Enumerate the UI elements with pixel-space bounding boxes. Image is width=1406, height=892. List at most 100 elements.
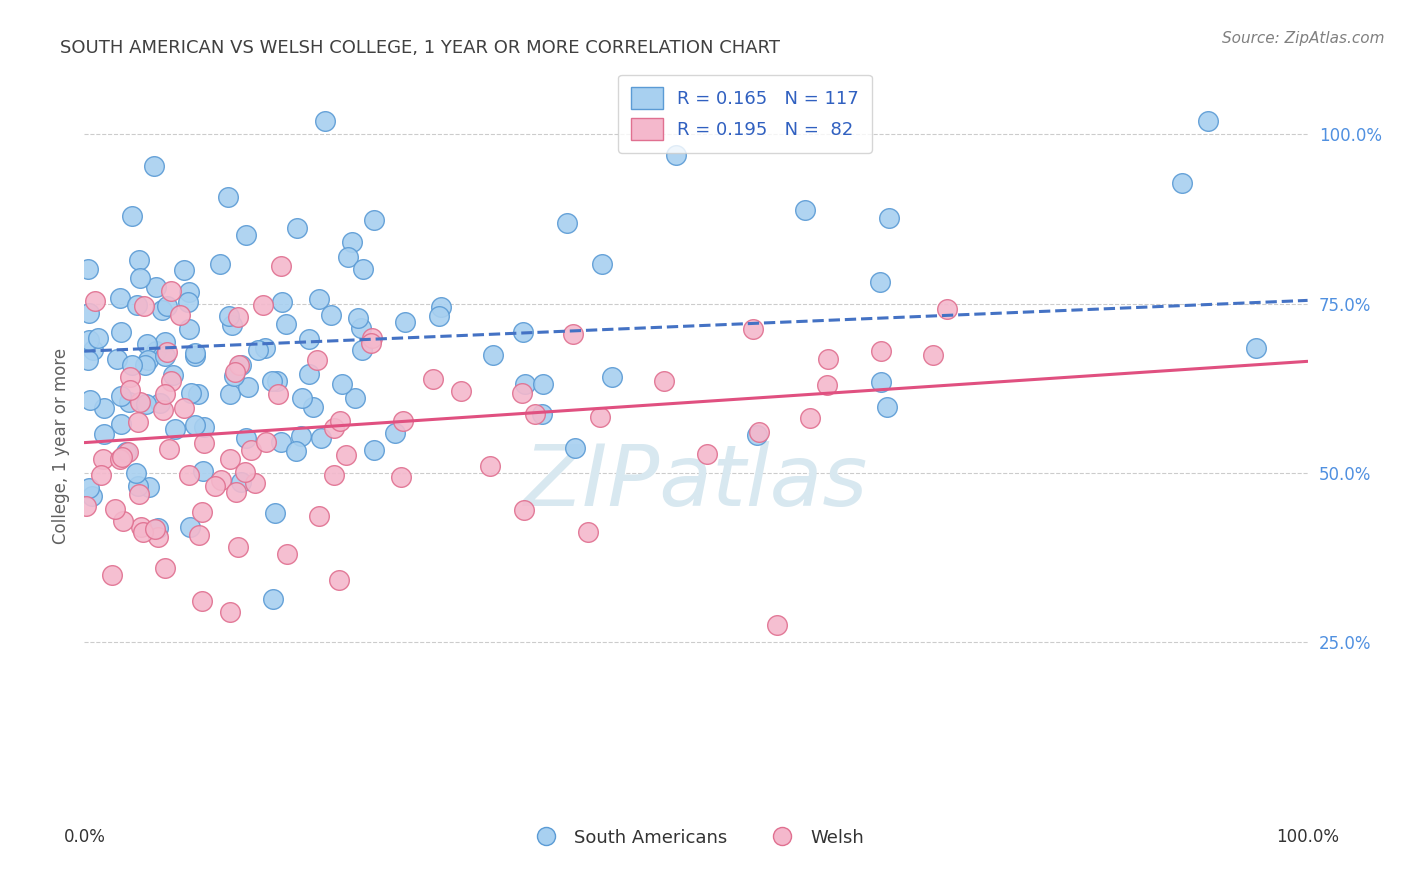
Point <box>308 292 330 306</box>
Point <box>870 375 893 389</box>
Point <box>793 203 815 218</box>
Point <box>136 353 159 368</box>
Point <box>262 592 284 607</box>
Point <box>427 309 450 323</box>
Point <box>238 380 260 394</box>
Point <box>110 389 132 403</box>
Point <box>291 391 314 405</box>
Point <box>184 418 207 433</box>
Point <box>323 421 346 435</box>
Point <box>82 489 104 503</box>
Point <box>766 618 789 632</box>
Point <box>231 359 253 373</box>
Point <box>177 285 200 299</box>
Point <box>284 444 307 458</box>
Point <box>187 528 209 542</box>
Point <box>217 189 239 203</box>
Point <box>342 235 364 249</box>
Point <box>329 413 352 427</box>
Point <box>360 336 382 351</box>
Point <box>100 568 122 582</box>
Point <box>121 209 143 223</box>
Point <box>209 473 232 487</box>
Point <box>103 501 125 516</box>
Point <box>240 442 263 457</box>
Point <box>228 358 250 372</box>
Point <box>352 343 374 357</box>
Point <box>128 395 150 409</box>
Point <box>531 377 554 392</box>
Point <box>741 321 763 335</box>
Point <box>328 573 350 587</box>
Point <box>224 366 246 380</box>
Point <box>298 332 321 346</box>
Point <box>177 322 200 336</box>
Point <box>121 359 143 373</box>
Point <box>153 334 176 349</box>
Point <box>394 315 416 329</box>
Point <box>156 345 179 359</box>
Point <box>93 427 115 442</box>
Point <box>482 348 505 362</box>
Point <box>93 401 115 416</box>
Point <box>314 114 336 128</box>
Point <box>219 451 242 466</box>
Point <box>561 327 583 342</box>
Point <box>745 428 768 442</box>
Point <box>204 479 226 493</box>
Point <box>87 331 110 345</box>
Point <box>696 447 718 461</box>
Point <box>270 434 292 449</box>
Point <box>352 261 374 276</box>
Point <box>146 521 169 535</box>
Point <box>276 547 298 561</box>
Text: ZIPatlas: ZIPatlas <box>524 441 868 524</box>
Point <box>309 432 332 446</box>
Point <box>191 505 214 519</box>
Point <box>302 401 325 415</box>
Point <box>125 467 148 481</box>
Point <box>922 348 945 362</box>
Text: SOUTH AMERICAN VS WELSH COLLEGE, 1 YEAR OR MORE CORRELATION CHART: SOUTH AMERICAN VS WELSH COLLEGE, 1 YEAR … <box>60 38 780 56</box>
Point <box>191 594 214 608</box>
Point <box>323 468 346 483</box>
Point <box>231 475 253 489</box>
Point <box>179 519 201 533</box>
Point <box>77 305 100 319</box>
Point <box>180 386 202 401</box>
Point <box>193 420 215 434</box>
Point <box>149 396 172 410</box>
Point <box>129 520 152 534</box>
Point <box>120 383 142 397</box>
Point <box>513 502 536 516</box>
Point <box>1171 176 1194 190</box>
Point <box>337 250 360 264</box>
Point <box>105 352 128 367</box>
Text: Source: ZipAtlas.com: Source: ZipAtlas.com <box>1222 31 1385 46</box>
Point <box>430 301 453 315</box>
Point <box>1244 342 1267 356</box>
Point <box>1197 114 1219 128</box>
Point <box>177 294 200 309</box>
Point <box>224 369 246 384</box>
Point <box>600 370 623 384</box>
Point <box>108 291 131 305</box>
Point <box>360 331 382 345</box>
Point <box>748 425 770 439</box>
Point <box>226 540 249 554</box>
Point <box>143 522 166 536</box>
Point <box>118 369 141 384</box>
Point <box>173 263 195 277</box>
Point <box>252 298 274 312</box>
Point <box>143 159 166 173</box>
Point <box>305 353 328 368</box>
Point <box>270 295 292 310</box>
Point <box>235 228 257 243</box>
Point <box>156 299 179 313</box>
Point <box>363 443 385 458</box>
Point <box>110 325 132 339</box>
Point <box>260 374 283 388</box>
Point <box>187 387 209 401</box>
Point <box>169 309 191 323</box>
Point <box>815 378 838 392</box>
